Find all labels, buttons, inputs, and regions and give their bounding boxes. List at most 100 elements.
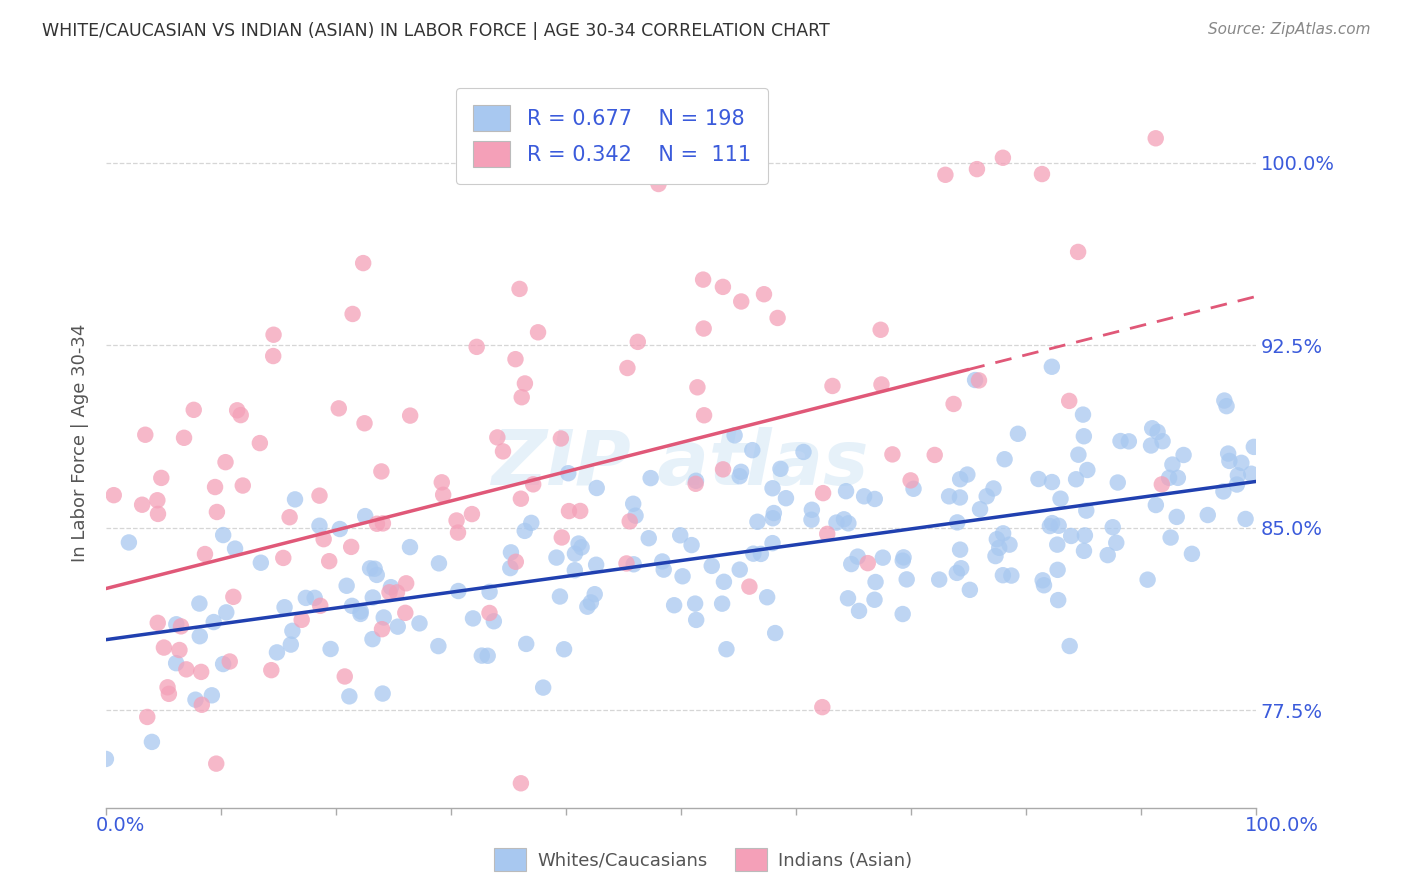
Point — [184, 692, 207, 706]
Point — [839, 557, 862, 571]
Point — [136, 710, 159, 724]
Point — [1218, 446, 1240, 460]
Point — [569, 504, 592, 518]
Point — [1032, 574, 1054, 588]
Point — [986, 532, 1008, 546]
Point — [685, 476, 707, 491]
Point — [983, 482, 1005, 496]
Text: 0.0%: 0.0% — [96, 816, 145, 835]
Point — [924, 448, 946, 462]
Point — [499, 545, 522, 559]
Point — [1073, 544, 1095, 558]
Point — [461, 611, 484, 625]
Point — [837, 591, 859, 606]
Point — [430, 475, 453, 490]
Point — [671, 569, 693, 583]
Point — [1039, 519, 1062, 533]
Point — [692, 321, 714, 335]
Point — [815, 527, 838, 541]
Point — [713, 574, 735, 589]
Point — [308, 489, 330, 503]
Point — [969, 502, 991, 516]
Point — [531, 681, 554, 695]
Point — [548, 590, 571, 604]
Point — [693, 409, 716, 423]
Point — [1240, 467, 1263, 481]
Point — [1197, 508, 1219, 522]
Point — [337, 690, 360, 704]
Point — [749, 547, 772, 561]
Point — [352, 256, 374, 270]
Point — [1234, 512, 1257, 526]
Point — [893, 550, 915, 565]
Point — [295, 591, 318, 605]
Point — [273, 600, 295, 615]
Point — [505, 555, 527, 569]
Point — [359, 561, 381, 575]
Point — [319, 642, 342, 657]
Point — [349, 607, 371, 621]
Point — [700, 558, 723, 573]
Point — [373, 610, 395, 624]
Point — [260, 663, 283, 677]
Point — [956, 467, 979, 482]
Point — [176, 662, 198, 676]
Point — [212, 528, 235, 542]
Point — [1159, 471, 1181, 485]
Point — [967, 373, 990, 387]
Point — [662, 599, 685, 613]
Point — [949, 542, 972, 557]
Point — [1243, 440, 1265, 454]
Point — [304, 591, 326, 605]
Point — [371, 516, 394, 531]
Point — [1040, 516, 1063, 530]
Point — [1140, 421, 1163, 435]
Point — [212, 657, 235, 671]
Point — [309, 599, 332, 613]
Point — [226, 403, 249, 417]
Point — [728, 469, 751, 483]
Point — [205, 756, 228, 771]
Point — [1076, 463, 1098, 477]
Point — [1049, 491, 1071, 506]
Point — [103, 488, 125, 502]
Point — [492, 444, 515, 458]
Point — [769, 462, 792, 476]
Point — [336, 579, 359, 593]
Point — [380, 580, 402, 594]
Point — [619, 514, 641, 528]
Point — [1028, 472, 1050, 486]
Point — [399, 409, 422, 423]
Point — [991, 151, 1014, 165]
Point — [546, 550, 568, 565]
Point — [1107, 475, 1129, 490]
Point — [513, 524, 536, 538]
Point — [1067, 448, 1090, 462]
Point — [131, 498, 153, 512]
Text: Source: ZipAtlas.com: Source: ZipAtlas.com — [1208, 22, 1371, 37]
Text: ZIP atlas: ZIP atlas — [492, 427, 870, 501]
Point — [903, 482, 925, 496]
Point — [752, 287, 775, 301]
Point — [821, 379, 844, 393]
Point — [579, 595, 602, 609]
Point — [134, 427, 156, 442]
Point — [991, 568, 1014, 582]
Point — [550, 432, 572, 446]
Point — [652, 563, 675, 577]
Point — [723, 428, 745, 442]
Point — [683, 597, 706, 611]
Point — [669, 528, 692, 542]
Point — [1074, 528, 1097, 542]
Legend: R = 0.677    N = 198, R = 0.342    N =  111: R = 0.677 N = 198, R = 0.342 N = 111 — [456, 87, 768, 184]
Point — [363, 562, 385, 576]
Point — [350, 605, 373, 619]
Point — [342, 307, 364, 321]
Point — [1212, 484, 1234, 499]
Point — [928, 573, 950, 587]
Point — [482, 614, 505, 628]
Point — [627, 334, 650, 349]
Point — [891, 554, 914, 568]
Point — [1046, 538, 1069, 552]
Point — [882, 447, 904, 461]
